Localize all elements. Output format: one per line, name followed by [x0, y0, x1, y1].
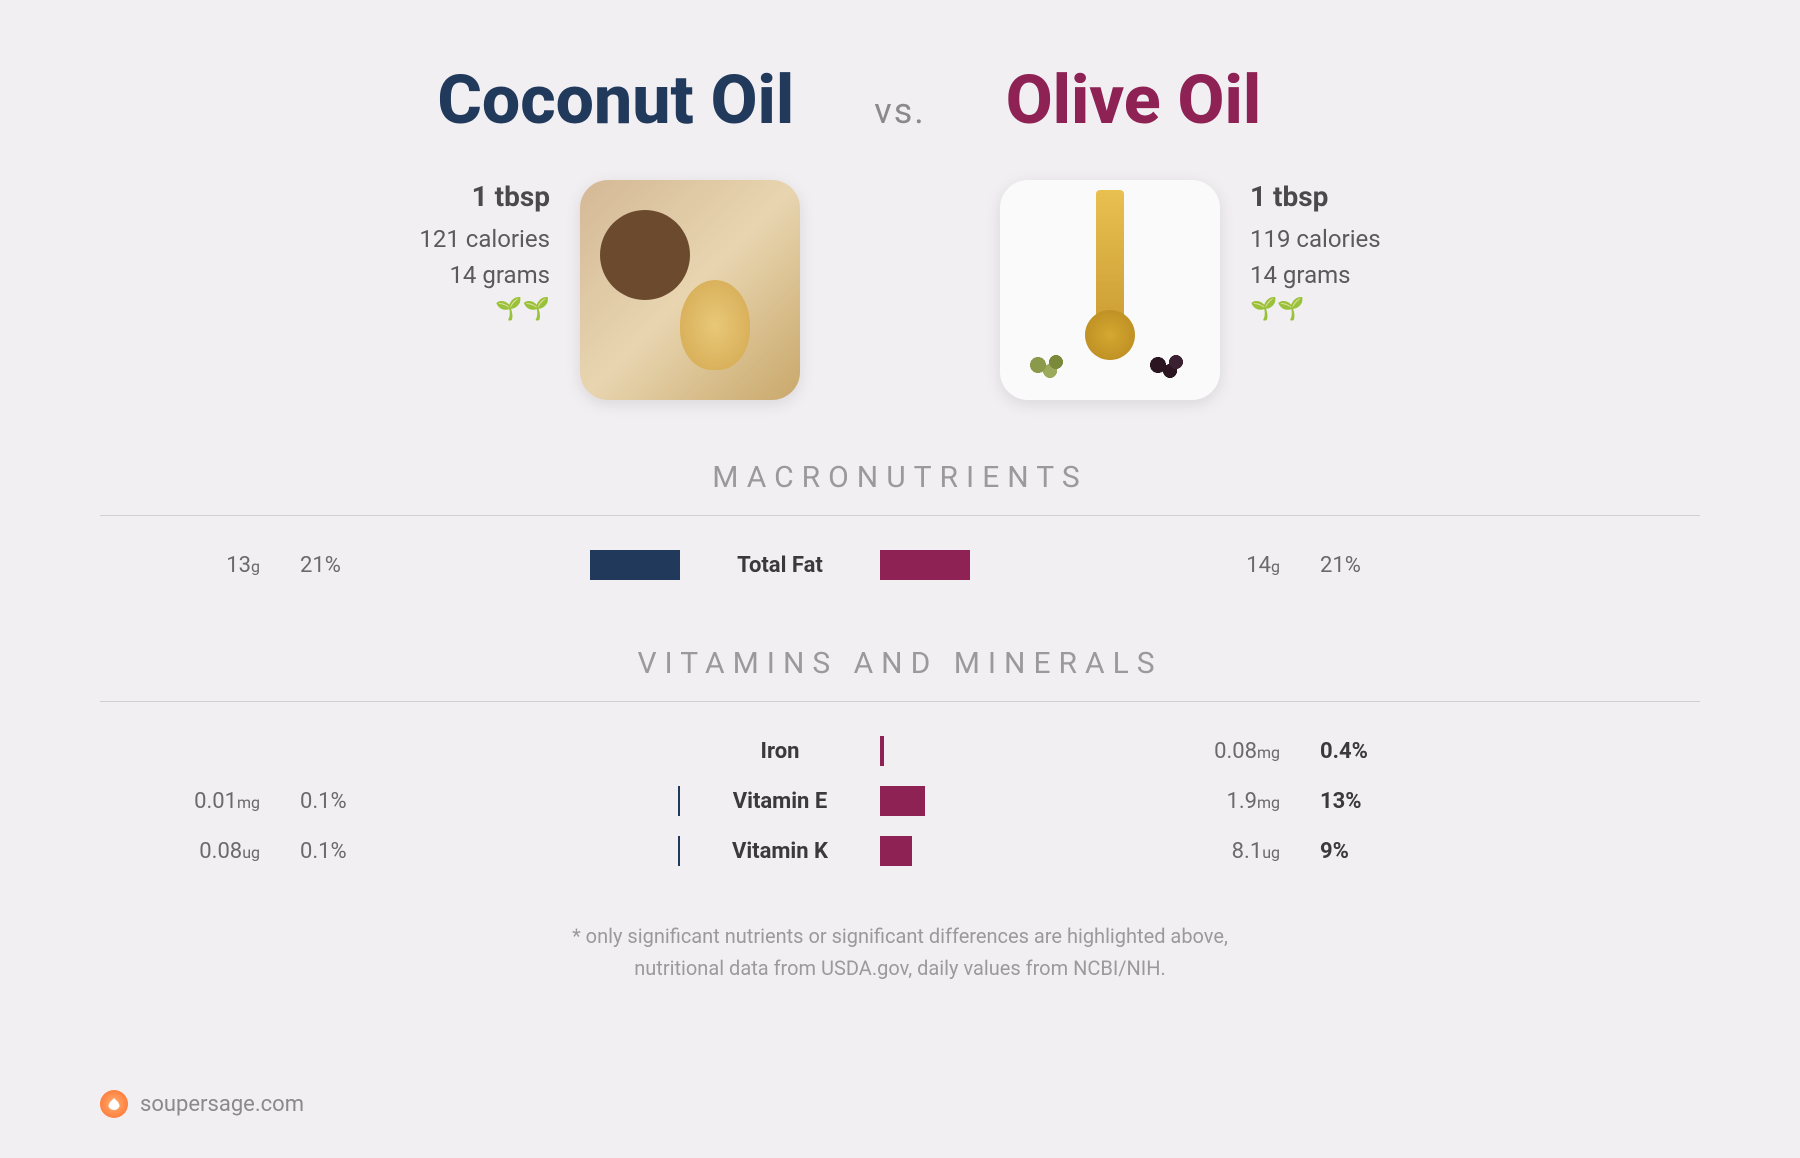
- iron-left-bar-container: [400, 736, 680, 766]
- vite-left-bar-container: [400, 786, 680, 816]
- total-fat-left-unit: g: [251, 557, 260, 576]
- footnote-line2: nutritional data from USDA.gov, daily va…: [100, 952, 1700, 984]
- right-product-text: 1 tbsp 119 calories 14 grams 🌱🌱: [1250, 180, 1381, 322]
- vitk-right-values: 8.1ug 9%: [1160, 839, 1460, 864]
- right-grams: 14 grams: [1250, 261, 1381, 289]
- total-fat-right-unit: g: [1271, 557, 1280, 576]
- vite-right-bar-container: [880, 786, 1160, 816]
- vitk-left-values: 0.08ug 0.1%: [100, 839, 400, 864]
- title-left: Coconut Oil: [100, 60, 814, 140]
- total-fat-left-bar: [590, 550, 680, 580]
- vite-right-val: 1.9: [1226, 789, 1257, 814]
- left-serving: 1 tbsp: [419, 180, 550, 213]
- iron-right-values: 0.08mg 0.4%: [1160, 739, 1460, 764]
- header-row: Coconut Oil vs. Olive Oil: [100, 60, 1700, 140]
- vitamin-k-row: 0.08ug 0.1% Vitamin K 8.1ug 9%: [100, 832, 1700, 870]
- left-grams: 14 grams: [419, 261, 550, 289]
- total-fat-right-bar-container: [880, 550, 1160, 580]
- green-olives-icon: [1020, 350, 1080, 380]
- vs-label: vs.: [874, 90, 926, 132]
- vitk-left-pct: 0.1%: [300, 839, 360, 864]
- iron-right-bar-container: [880, 736, 1160, 766]
- vitk-label: Vitamin K: [680, 839, 880, 864]
- vite-label: Vitamin E: [680, 789, 880, 814]
- total-fat-right-val: 14: [1246, 553, 1271, 578]
- vite-left-values: 0.01mg 0.1%: [100, 789, 400, 814]
- iron-row: Iron 0.08mg 0.4%: [100, 732, 1700, 770]
- iron-right-unit: mg: [1257, 743, 1280, 762]
- infographic-container: Coconut Oil vs. Olive Oil 1 tbsp 121 cal…: [0, 0, 1800, 1024]
- vitk-right-bar-container: [880, 836, 1160, 866]
- coconut-oil-image: [580, 180, 800, 400]
- macronutrients-title: MACRONUTRIENTS: [100, 460, 1700, 495]
- soupersage-logo-icon: [100, 1090, 128, 1118]
- product-info-row: 1 tbsp 121 calories 14 grams 🌱🌱 1 tbsp 1…: [100, 180, 1700, 400]
- total-fat-label: Total Fat: [680, 553, 880, 578]
- right-calories: 119 calories: [1250, 225, 1381, 253]
- total-fat-right-pct: 21%: [1320, 553, 1380, 578]
- iron-right-bar: [880, 736, 884, 766]
- iron-right-pct: 0.4%: [1320, 739, 1380, 764]
- right-serving: 1 tbsp: [1250, 180, 1381, 213]
- iron-right-val: 0.08: [1214, 739, 1257, 764]
- vitk-left-unit: ug: [242, 843, 260, 862]
- left-sprout-icon: 🌱🌱: [419, 297, 550, 322]
- black-olives-icon: [1140, 350, 1200, 380]
- title-right: Olive Oil: [986, 60, 1700, 140]
- vitamins-title: VITAMINS AND MINERALS: [100, 646, 1700, 681]
- left-calories: 121 calories: [419, 225, 550, 253]
- iron-label: Iron: [680, 739, 880, 764]
- total-fat-left-pct: 21%: [300, 553, 360, 578]
- vite-left-val: 0.01: [194, 789, 237, 814]
- total-fat-left-values: 13g 21%: [100, 553, 400, 578]
- vite-left-pct: 0.1%: [300, 789, 360, 814]
- vitk-right-bar: [880, 836, 912, 866]
- right-sprout-icon: 🌱🌱: [1250, 297, 1381, 322]
- total-fat-row: 13g 21% Total Fat 14g 21%: [100, 546, 1700, 584]
- vite-left-unit: mg: [237, 793, 260, 812]
- vite-right-bar: [880, 786, 925, 816]
- left-product-text: 1 tbsp 121 calories 14 grams 🌱🌱: [419, 180, 550, 322]
- total-fat-left-bar-container: [400, 550, 680, 580]
- total-fat-left-val: 13: [226, 553, 251, 578]
- footnote-line1: * only significant nutrients or signific…: [100, 920, 1700, 952]
- vitk-right-unit: ug: [1262, 843, 1280, 862]
- footnote: * only significant nutrients or signific…: [100, 920, 1700, 984]
- footer-site: soupersage.com: [140, 1092, 304, 1117]
- vite-right-values: 1.9mg 13%: [1160, 789, 1460, 814]
- vite-right-pct: 13%: [1320, 789, 1380, 814]
- footer: soupersage.com: [100, 1090, 304, 1118]
- left-product-block: 1 tbsp 121 calories 14 grams 🌱🌱: [100, 180, 900, 400]
- vitamins-divider: [100, 701, 1700, 702]
- macro-divider: [100, 515, 1700, 516]
- vitk-right-val: 8.1: [1232, 839, 1263, 864]
- vitk-right-pct: 9%: [1320, 839, 1380, 864]
- total-fat-right-values: 14g 21%: [1160, 553, 1460, 578]
- vitk-left-bar-container: [400, 836, 680, 866]
- right-product-block: 1 tbsp 119 calories 14 grams 🌱🌱: [900, 180, 1700, 400]
- total-fat-right-bar: [880, 550, 970, 580]
- vitk-left-val: 0.08: [199, 839, 242, 864]
- vite-right-unit: mg: [1257, 793, 1280, 812]
- olive-oil-image: [1000, 180, 1220, 400]
- vitamin-e-row: 0.01mg 0.1% Vitamin E 1.9mg 13%: [100, 782, 1700, 820]
